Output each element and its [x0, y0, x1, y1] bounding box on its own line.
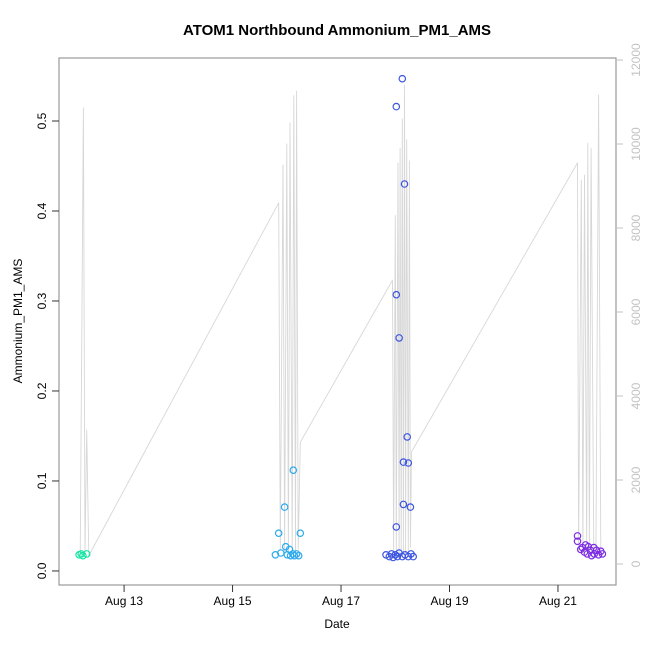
flight-track-line — [78, 84, 602, 559]
chart-title: ATOM1 Northbound Ammonium_PM1_AMS — [183, 22, 491, 39]
scatter-point — [399, 500, 408, 509]
scatter-point — [79, 551, 87, 560]
scatter-series-flight-aug12 — [75, 550, 91, 560]
scatter-point — [290, 551, 299, 560]
scatter-series-flight-aug18 — [382, 74, 418, 562]
scatter-point — [393, 552, 402, 561]
scatter-point — [399, 458, 408, 466]
scatter-point — [400, 180, 409, 188]
scatter-point — [573, 537, 582, 546]
y-right-tick-label: 4000 — [629, 382, 643, 409]
axes: Aug 13 Aug 15 Aug 17 Aug 19 Aug 21 0.0 0.1 0.2 0… — [35, 43, 643, 608]
scatter-point — [274, 529, 283, 538]
scatter-point — [82, 550, 91, 558]
y-right-tick-label: 12000 — [629, 43, 643, 77]
scatter-point — [294, 551, 303, 560]
flight-track-polyline — [78, 84, 602, 559]
y-left-tick-label: 0.1 — [35, 472, 49, 489]
scatter-point — [289, 466, 298, 475]
scatter-point — [592, 546, 601, 555]
y-left-tick-label: 0.4 — [35, 202, 49, 219]
scatter-point — [296, 529, 305, 538]
scatter-point — [573, 532, 582, 540]
scatter-point — [409, 552, 418, 561]
scatter-point — [395, 334, 403, 342]
y-left-tick-label: 0.3 — [35, 292, 49, 309]
scatter-point — [292, 550, 301, 558]
scatter-point — [392, 290, 401, 299]
plot-box — [58, 57, 617, 586]
y-axis-label: Ammonium_PM1_AMS — [11, 259, 25, 384]
scatter-point — [77, 550, 86, 558]
scatter-point — [598, 550, 607, 558]
y-left-tick-label: 0.2 — [35, 382, 49, 399]
scatter-point — [404, 459, 413, 467]
x-tick-label: Aug 15 — [214, 594, 252, 608]
y-right-tick-label: 6000 — [629, 298, 643, 325]
x-tick-label: Aug 21 — [539, 594, 577, 608]
scatter-point — [387, 550, 396, 558]
scatter-point — [406, 503, 415, 511]
x-tick-label: Aug 17 — [322, 594, 360, 608]
y-right-tick-label: 2000 — [629, 466, 643, 493]
y-right-tick-label: 0 — [629, 560, 643, 567]
scatter-point — [280, 503, 289, 511]
x-axis-label: Date — [324, 617, 350, 631]
x-tick-label: Aug 19 — [430, 594, 468, 608]
scatter-point — [392, 102, 401, 111]
scatter-point — [403, 433, 412, 441]
y-right-tick-label: 8000 — [629, 214, 643, 241]
scatter-point — [392, 523, 401, 531]
scatter-series-flight-aug21 — [573, 532, 607, 560]
scatter-series-flight-aug16 — [271, 466, 305, 560]
scatter-point — [398, 74, 407, 83]
scatter-point — [391, 550, 400, 559]
x-tick-label: Aug 13 — [105, 594, 143, 608]
y-left-tick-label: 0.0 — [35, 562, 49, 579]
y-right-tick-label: 10000 — [629, 127, 643, 161]
scatter-points — [75, 74, 607, 562]
y-left-tick-label: 0.5 — [35, 112, 49, 129]
